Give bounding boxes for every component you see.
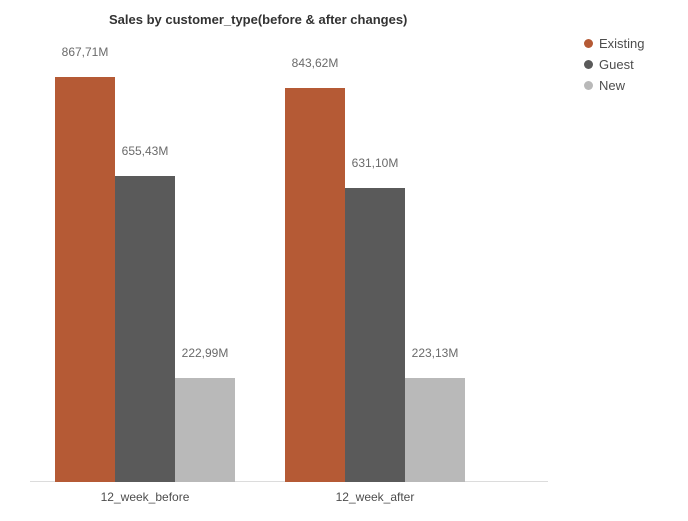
chart-title: Sales by customer_type(before & after ch… xyxy=(109,12,407,27)
bar xyxy=(345,188,405,483)
category-label: 12_week_before xyxy=(101,490,190,504)
legend-label: Existing xyxy=(599,36,645,51)
bar-value-label: 843,62M xyxy=(292,56,339,70)
legend-label: New xyxy=(599,78,625,93)
legend-item: Guest xyxy=(584,57,645,72)
legend-swatch xyxy=(584,60,593,69)
bar-value-label: 631,10M xyxy=(352,156,399,170)
bar xyxy=(115,176,175,482)
plot-area: 867,71M655,43M222,99M843,62M631,10M223,1… xyxy=(30,62,548,482)
legend-swatch xyxy=(584,39,593,48)
bar-value-label: 655,43M xyxy=(122,144,169,158)
bar-value-label: 222,99M xyxy=(182,346,229,360)
legend-label: Guest xyxy=(599,57,634,72)
category-label: 12_week_after xyxy=(336,490,415,504)
chart-container: Sales by customer_type(before & after ch… xyxy=(0,0,688,521)
bar xyxy=(285,88,345,482)
bar xyxy=(175,378,235,482)
legend-item: New xyxy=(584,78,645,93)
bar-value-label: 223,13M xyxy=(412,346,459,360)
legend-swatch xyxy=(584,81,593,90)
legend-item: Existing xyxy=(584,36,645,51)
bar xyxy=(405,378,465,482)
bar-value-label: 867,71M xyxy=(62,45,109,59)
bar xyxy=(55,77,115,482)
legend: Existing Guest New xyxy=(584,36,645,99)
